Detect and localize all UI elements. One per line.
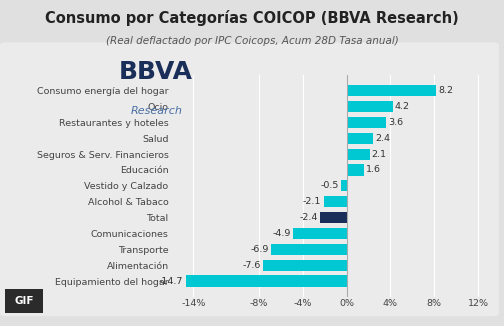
Text: -0.5: -0.5 xyxy=(321,181,339,190)
Text: Research: Research xyxy=(131,106,182,116)
Bar xyxy=(347,85,436,96)
Bar xyxy=(347,133,373,144)
Bar xyxy=(185,275,347,287)
Text: 8.2: 8.2 xyxy=(438,86,454,95)
Text: 3.6: 3.6 xyxy=(388,118,403,127)
Text: (Real deflactado por IPC Coicops, Acum 28D Tasa anual): (Real deflactado por IPC Coicops, Acum 2… xyxy=(106,36,398,46)
Bar xyxy=(347,117,386,128)
Text: 2.1: 2.1 xyxy=(372,150,387,158)
Text: Consumo por Categorías COICOP (BBVA Research): Consumo por Categorías COICOP (BBVA Rese… xyxy=(45,10,459,26)
Text: -14.7: -14.7 xyxy=(159,276,183,286)
Text: BBVA: BBVA xyxy=(119,60,193,84)
Bar xyxy=(324,196,347,207)
Bar xyxy=(347,164,364,175)
Bar xyxy=(263,259,347,271)
Text: GIF: GIF xyxy=(14,296,34,306)
Bar xyxy=(293,228,347,239)
Text: -6.9: -6.9 xyxy=(250,245,269,254)
Text: -2.4: -2.4 xyxy=(300,213,318,222)
Text: 1.6: 1.6 xyxy=(366,166,381,174)
Bar xyxy=(347,101,393,112)
Bar xyxy=(320,212,347,223)
Text: 4.2: 4.2 xyxy=(395,102,410,111)
Text: -7.6: -7.6 xyxy=(243,261,261,270)
Bar xyxy=(347,149,369,160)
Bar xyxy=(271,244,347,255)
Bar xyxy=(341,180,347,191)
Text: 2.4: 2.4 xyxy=(375,134,390,143)
Text: -4.9: -4.9 xyxy=(272,229,291,238)
Text: -2.1: -2.1 xyxy=(303,197,322,206)
